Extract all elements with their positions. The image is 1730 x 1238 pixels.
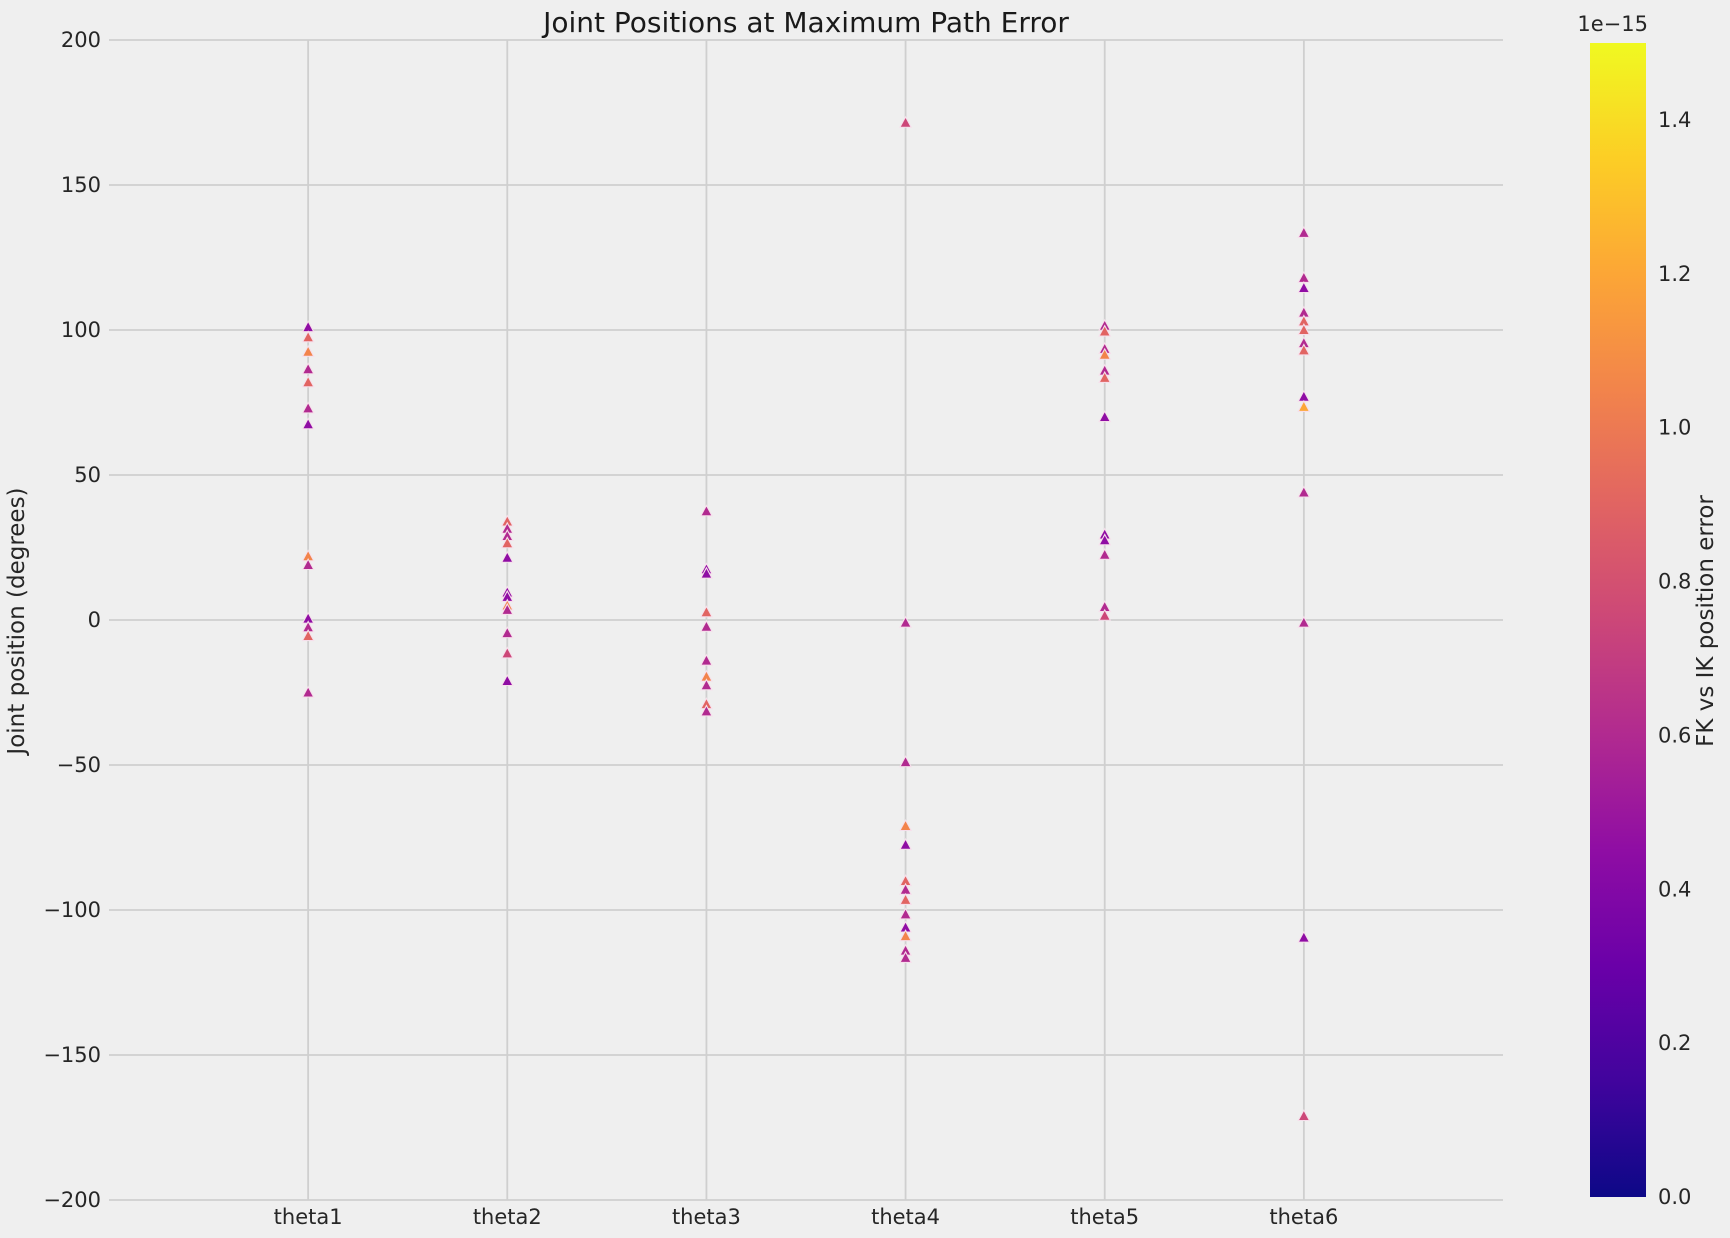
x-tick-label: theta5 bbox=[1070, 1205, 1139, 1229]
marker-triangle bbox=[899, 907, 913, 920]
marker-triangle bbox=[699, 619, 713, 632]
colorbar-tick-label: 0.4 bbox=[1658, 877, 1691, 901]
marker-triangle bbox=[1098, 547, 1112, 560]
series-theta1 bbox=[301, 320, 315, 698]
marker-triangle bbox=[1297, 1108, 1311, 1122]
series-theta5 bbox=[1098, 318, 1112, 621]
marker-triangle bbox=[899, 950, 913, 963]
colorbar-tick-label: 0.8 bbox=[1658, 570, 1691, 594]
marker-triangle bbox=[1098, 347, 1112, 360]
colorbar-tick-labels: 0.0 0.2 0.4 0.6 0.8 1.0 1.2 1.4 bbox=[1658, 108, 1691, 1209]
marker-triangle bbox=[699, 678, 713, 691]
marker-triangle bbox=[1297, 389, 1311, 402]
marker-triangle bbox=[1098, 608, 1112, 621]
y-tick-label: 200 bbox=[61, 28, 101, 52]
marker-triangle bbox=[899, 818, 913, 832]
marker-triangle bbox=[301, 375, 315, 388]
marker-triangle bbox=[699, 566, 713, 579]
colorbar-tick-label: 1.0 bbox=[1658, 416, 1691, 440]
y-tick-label: −50 bbox=[57, 753, 101, 777]
x-tick-labels: theta1 theta2 theta3 theta4 theta5 theta6 bbox=[274, 1205, 1339, 1229]
marker-triangle bbox=[899, 755, 913, 768]
colorbar: 0.0 0.2 0.4 0.6 0.8 1.0 1.2 1.4 1e−15 bbox=[1577, 12, 1691, 1209]
marker-triangle bbox=[1297, 280, 1311, 294]
y-tick-labels: 200 150 100 50 0 −50 −100 −150 −200 bbox=[43, 28, 101, 1212]
marker-triangle bbox=[500, 673, 514, 687]
gridlines bbox=[109, 39, 1503, 1201]
colorbar-tick-label: 0.0 bbox=[1658, 1185, 1691, 1209]
colorbar-tick-label: 0.6 bbox=[1658, 723, 1691, 747]
chart-title: Joint Positions at Maximum Path Error bbox=[543, 6, 1069, 39]
colorbar-gradient bbox=[1590, 43, 1646, 1197]
marker-triangle bbox=[899, 892, 913, 905]
x-tick-label: theta6 bbox=[1269, 1205, 1338, 1229]
y-tick-label: 0 bbox=[88, 608, 101, 632]
marker-triangle bbox=[899, 929, 913, 942]
marker-triangle bbox=[301, 344, 315, 357]
marker-triangle bbox=[699, 653, 713, 666]
marker-triangle bbox=[301, 320, 315, 333]
colorbar-label: FK vs IK position error bbox=[1693, 495, 1719, 747]
y-axis-label: Joint position (degrees) bbox=[4, 487, 30, 755]
data-points bbox=[301, 115, 1311, 1122]
series-theta2 bbox=[500, 514, 514, 687]
marker-triangle bbox=[500, 626, 514, 639]
series-theta4 bbox=[899, 115, 913, 963]
y-tick-label: 50 bbox=[74, 463, 101, 487]
marker-triangle bbox=[1098, 533, 1112, 546]
marker-triangle bbox=[1297, 343, 1311, 356]
marker-triangle bbox=[1297, 399, 1311, 412]
marker-triangle bbox=[301, 362, 315, 375]
marker-triangle bbox=[699, 605, 713, 618]
marker-triangle bbox=[500, 550, 514, 563]
marker-triangle bbox=[301, 417, 315, 430]
colorbar-tick-label: 1.2 bbox=[1658, 262, 1691, 286]
marker-triangle bbox=[1297, 323, 1311, 336]
colorbar-tick-label: 0.2 bbox=[1658, 1031, 1691, 1055]
colorbar-scale-note: 1e−15 bbox=[1577, 12, 1648, 36]
marker-triangle bbox=[301, 628, 315, 642]
marker-triangle bbox=[899, 115, 913, 128]
marker-triangle bbox=[301, 685, 315, 698]
y-tick-label: −200 bbox=[43, 1188, 101, 1212]
marker-triangle bbox=[1297, 270, 1311, 283]
marker-triangle bbox=[1297, 485, 1311, 498]
marker-triangle bbox=[301, 330, 315, 343]
y-tick-label: 100 bbox=[61, 318, 101, 342]
marker-triangle bbox=[500, 536, 514, 549]
x-tick-label: theta4 bbox=[871, 1205, 940, 1229]
marker-triangle bbox=[1098, 324, 1112, 337]
series-theta3 bbox=[699, 504, 713, 717]
x-tick-label: theta3 bbox=[672, 1205, 741, 1229]
y-tick-label: −150 bbox=[43, 1043, 101, 1067]
x-tick-label: theta1 bbox=[274, 1205, 343, 1229]
marker-triangle bbox=[301, 401, 315, 414]
x-tick-label: theta2 bbox=[473, 1205, 542, 1229]
marker-triangle bbox=[1098, 370, 1112, 383]
marker-triangle bbox=[1098, 410, 1112, 423]
marker-triangle bbox=[1297, 615, 1311, 628]
marker-triangle bbox=[500, 602, 514, 615]
marker-triangle bbox=[899, 615, 913, 628]
marker-triangle bbox=[699, 504, 713, 517]
marker-triangle bbox=[899, 837, 913, 850]
marker-triangle bbox=[301, 557, 315, 571]
marker-triangle bbox=[699, 704, 713, 717]
marker-triangle bbox=[1297, 930, 1311, 943]
y-tick-label: −100 bbox=[43, 898, 101, 922]
colorbar-tick-label: 1.4 bbox=[1658, 108, 1691, 132]
marker-triangle bbox=[500, 646, 514, 659]
marker-triangle bbox=[1297, 225, 1311, 238]
series-theta6 bbox=[1297, 225, 1311, 1122]
y-tick-label: 150 bbox=[61, 173, 101, 197]
